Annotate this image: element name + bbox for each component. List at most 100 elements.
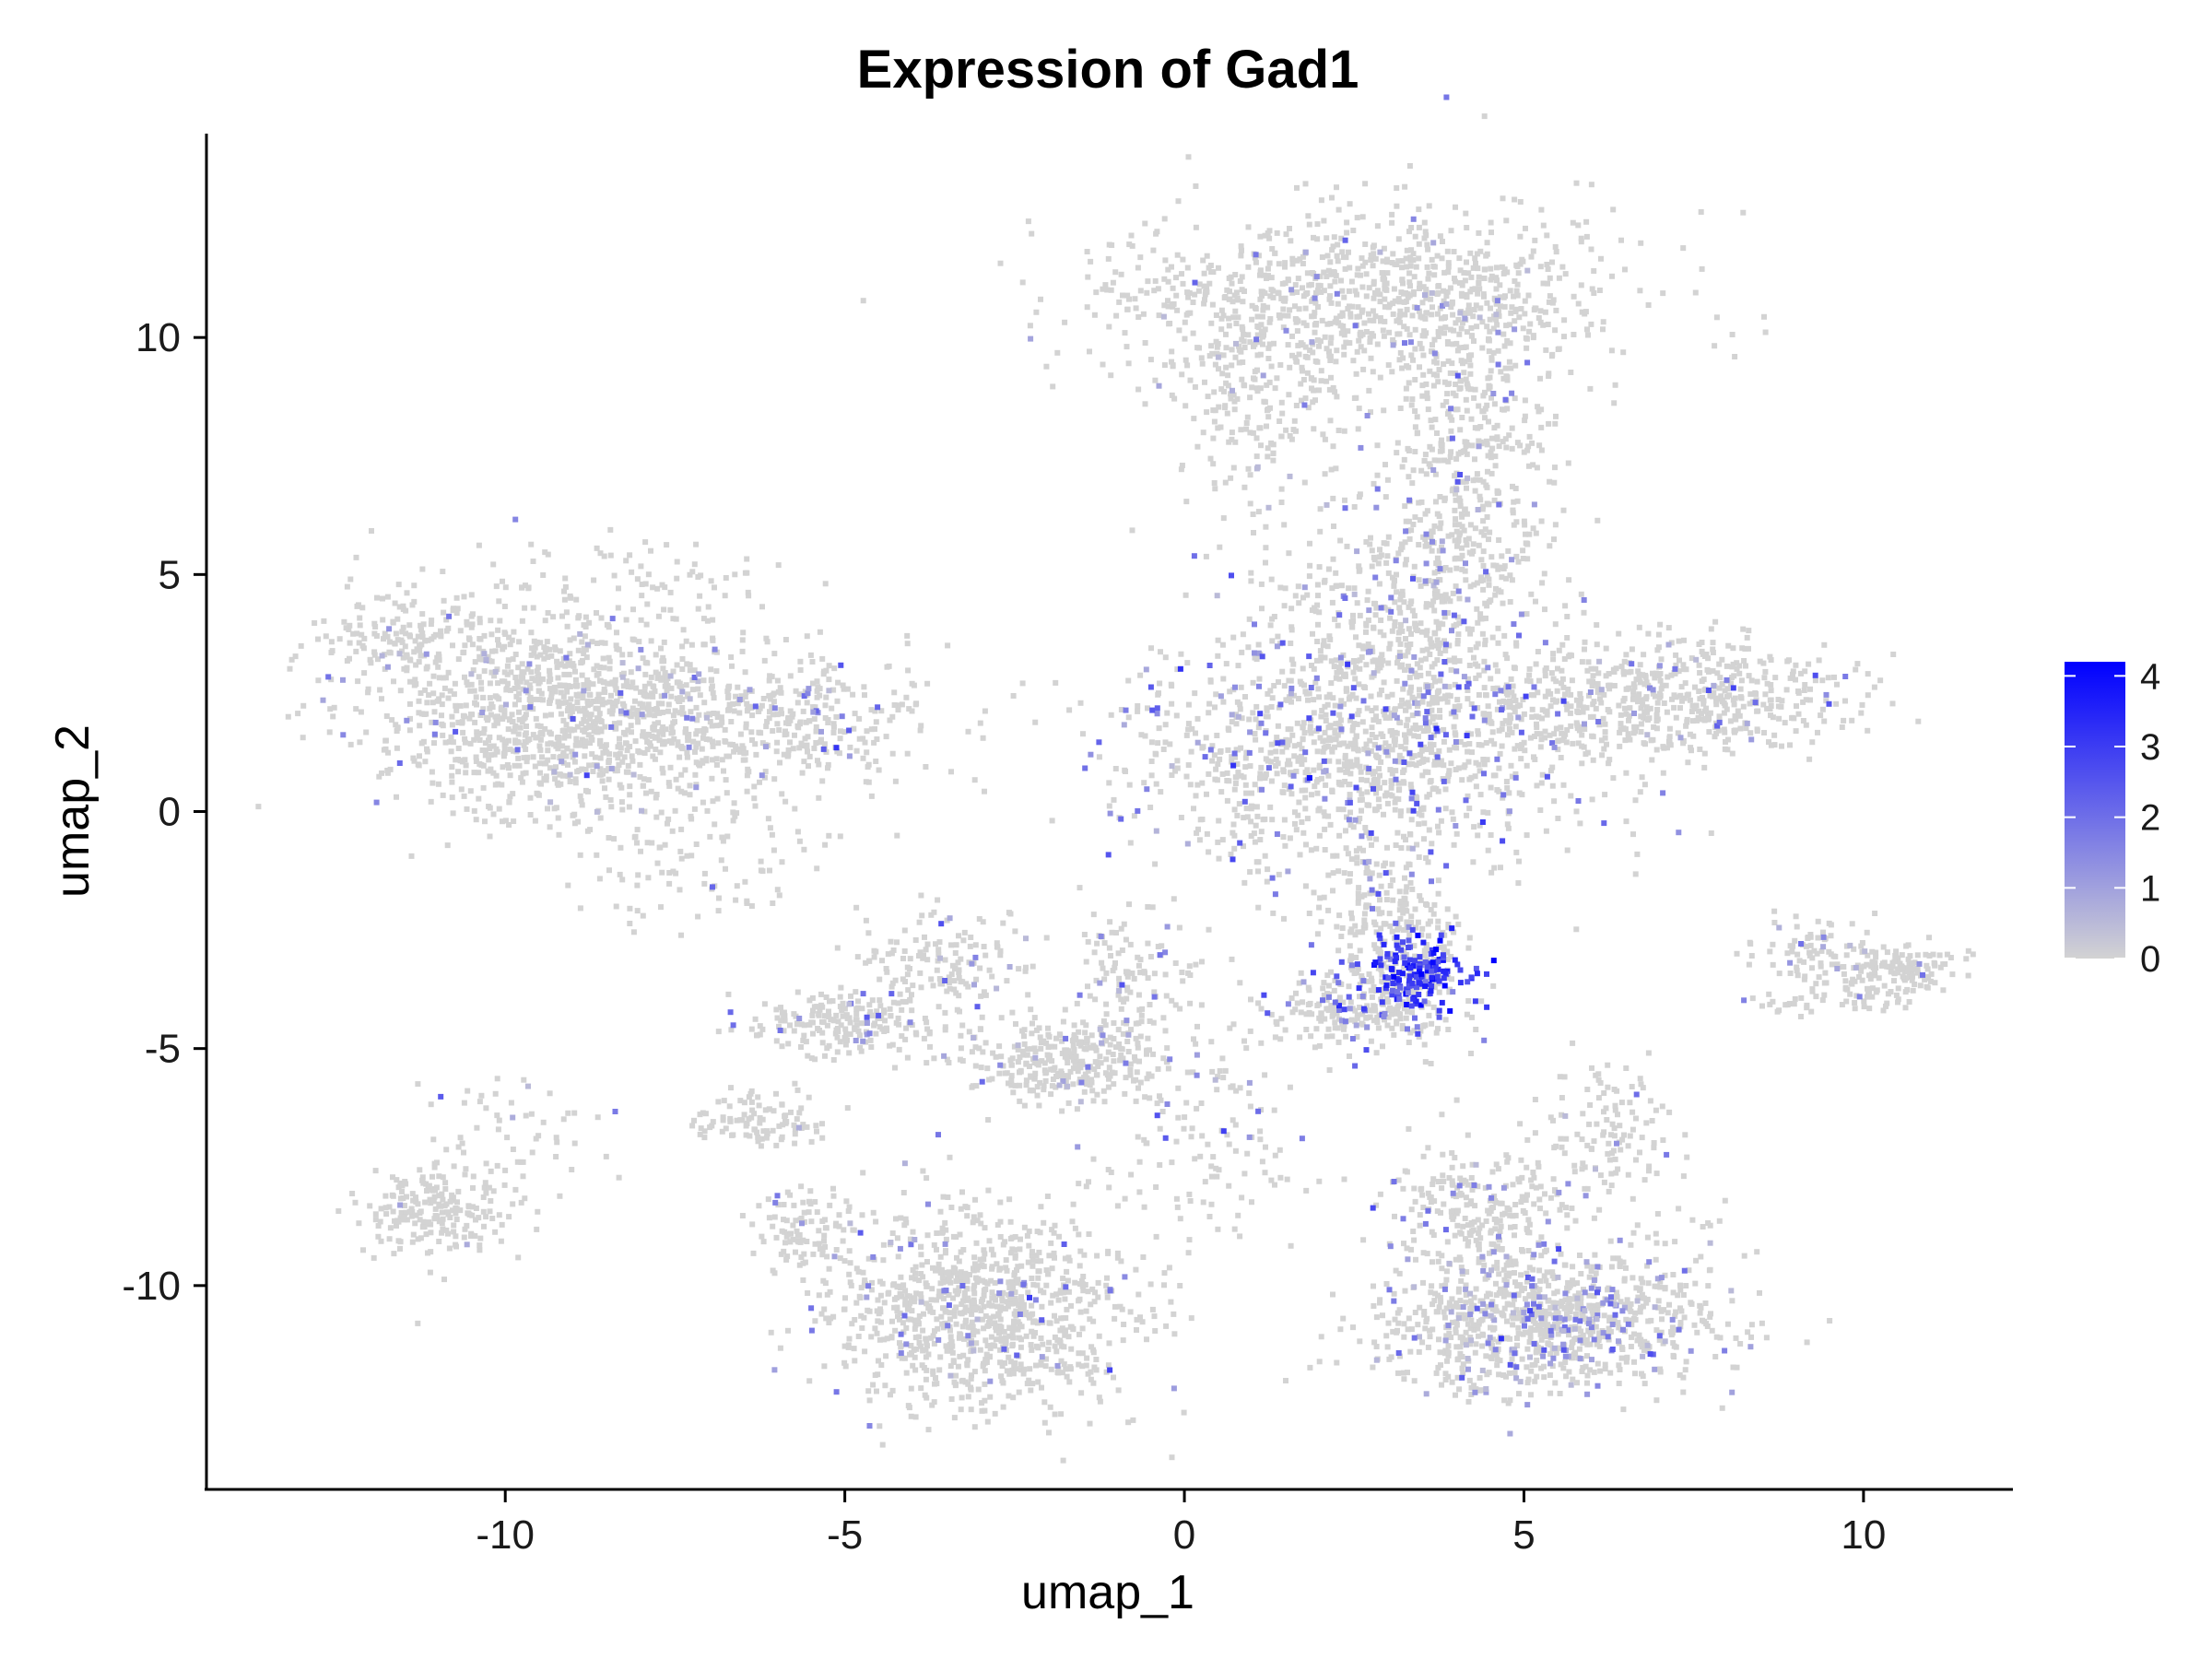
scatter-point [1564, 614, 1571, 619]
scatter-point [1578, 696, 1584, 702]
scatter-point [657, 749, 664, 756]
scatter-point [1234, 812, 1241, 818]
scatter-point [1523, 335, 1529, 341]
scatter-point [734, 810, 740, 817]
scatter-point [1394, 589, 1400, 595]
scatter-point [1297, 852, 1303, 858]
scatter-point [564, 708, 571, 714]
scatter-point [1347, 759, 1354, 765]
scatter-point [1404, 247, 1410, 253]
scatter-point [1332, 389, 1338, 395]
scatter-point [640, 655, 646, 662]
scatter-point [1398, 289, 1405, 296]
scatter-point [1517, 442, 1524, 449]
scatter-point [1626, 712, 1632, 719]
scatter-point [1481, 712, 1488, 718]
scatter-point [1255, 509, 1262, 515]
scatter-point [1538, 206, 1545, 213]
scatter-point [1456, 495, 1463, 501]
scatter-point [633, 685, 640, 691]
scatter-point [1230, 821, 1237, 828]
scatter-point [1084, 304, 1090, 311]
scatter-point [1330, 495, 1336, 501]
scatter-point [469, 641, 476, 648]
scatter-point [1459, 545, 1465, 551]
scatter-point [1853, 666, 1859, 673]
scatter-point [1468, 1051, 1474, 1056]
scatter-point [1859, 701, 1865, 708]
scatter-point [1665, 674, 1671, 680]
scatter-point [1431, 359, 1438, 365]
scatter-point [1287, 835, 1293, 841]
scatter-point [1753, 691, 1759, 697]
scatter-point [1313, 1026, 1320, 1032]
scatter-point [1352, 676, 1359, 682]
scatter-point [629, 758, 636, 764]
scatter-point [1193, 224, 1199, 230]
scatter-point [1381, 407, 1387, 414]
scatter-point [664, 688, 670, 694]
scatter-point [1229, 719, 1235, 725]
scatter-point [1568, 703, 1574, 710]
scatter-point [1347, 809, 1353, 816]
scatter-point [1265, 230, 1271, 236]
scatter-point [1530, 462, 1536, 468]
scatter-point [1590, 673, 1596, 679]
scatter-point [574, 700, 581, 705]
scatter-point [731, 800, 737, 806]
scatter-point [1654, 647, 1661, 653]
scatter-point [1377, 665, 1383, 671]
scatter-point [1730, 645, 1736, 652]
scatter-point [1475, 705, 1481, 711]
scatter-point [1418, 672, 1424, 678]
scatter-point [478, 679, 484, 686]
scatter-point [1559, 737, 1566, 744]
scatter-point [1382, 938, 1388, 945]
scatter-point [1399, 697, 1405, 703]
scatter-point [1327, 358, 1334, 363]
scatter-point [1488, 454, 1494, 461]
scatter-point [1247, 500, 1253, 507]
scatter-point [1514, 292, 1521, 299]
scatter-point [631, 637, 638, 643]
scatter-point [599, 697, 606, 703]
scatter-point [1274, 229, 1280, 236]
scatter-point [1229, 280, 1235, 287]
scatter-point [1706, 715, 1712, 722]
scatter-point [1497, 282, 1503, 288]
scatter-point [1468, 416, 1475, 422]
scatter-point [1382, 780, 1388, 786]
scatter-point [1416, 241, 1422, 247]
scatter-point [1356, 885, 1362, 891]
scatter-point [1475, 728, 1481, 735]
scatter-point [1348, 1017, 1355, 1023]
scatter-point [1389, 628, 1395, 634]
scatter-point [1680, 662, 1687, 668]
scatter-point [1545, 266, 1551, 272]
scatter-point [703, 756, 710, 762]
scatter-point [1464, 259, 1469, 265]
scatter-point [1537, 731, 1544, 737]
scatter-point [556, 831, 562, 838]
scatter-point [1594, 641, 1600, 648]
scatter-point [1465, 626, 1471, 632]
scatter-point [1798, 670, 1804, 677]
scatter-point [1411, 696, 1418, 702]
scatter-point [1243, 420, 1250, 426]
scatter-point [1527, 321, 1534, 327]
scatter-point [1551, 536, 1557, 543]
scatter-point [544, 639, 550, 645]
scatter-point [1111, 796, 1117, 803]
scatter-point [636, 639, 642, 645]
scatter-point [1299, 397, 1304, 404]
scatter-point [1399, 464, 1406, 470]
scatter-point [1324, 972, 1331, 979]
scatter-point [1363, 978, 1370, 984]
scatter-point [1511, 522, 1517, 528]
scatter-point [565, 658, 571, 665]
scatter-point [422, 759, 429, 765]
scatter-point [1588, 182, 1594, 188]
scatter-point [1730, 697, 1736, 703]
scatter-point [1534, 724, 1540, 731]
scatter-point [1542, 309, 1548, 315]
